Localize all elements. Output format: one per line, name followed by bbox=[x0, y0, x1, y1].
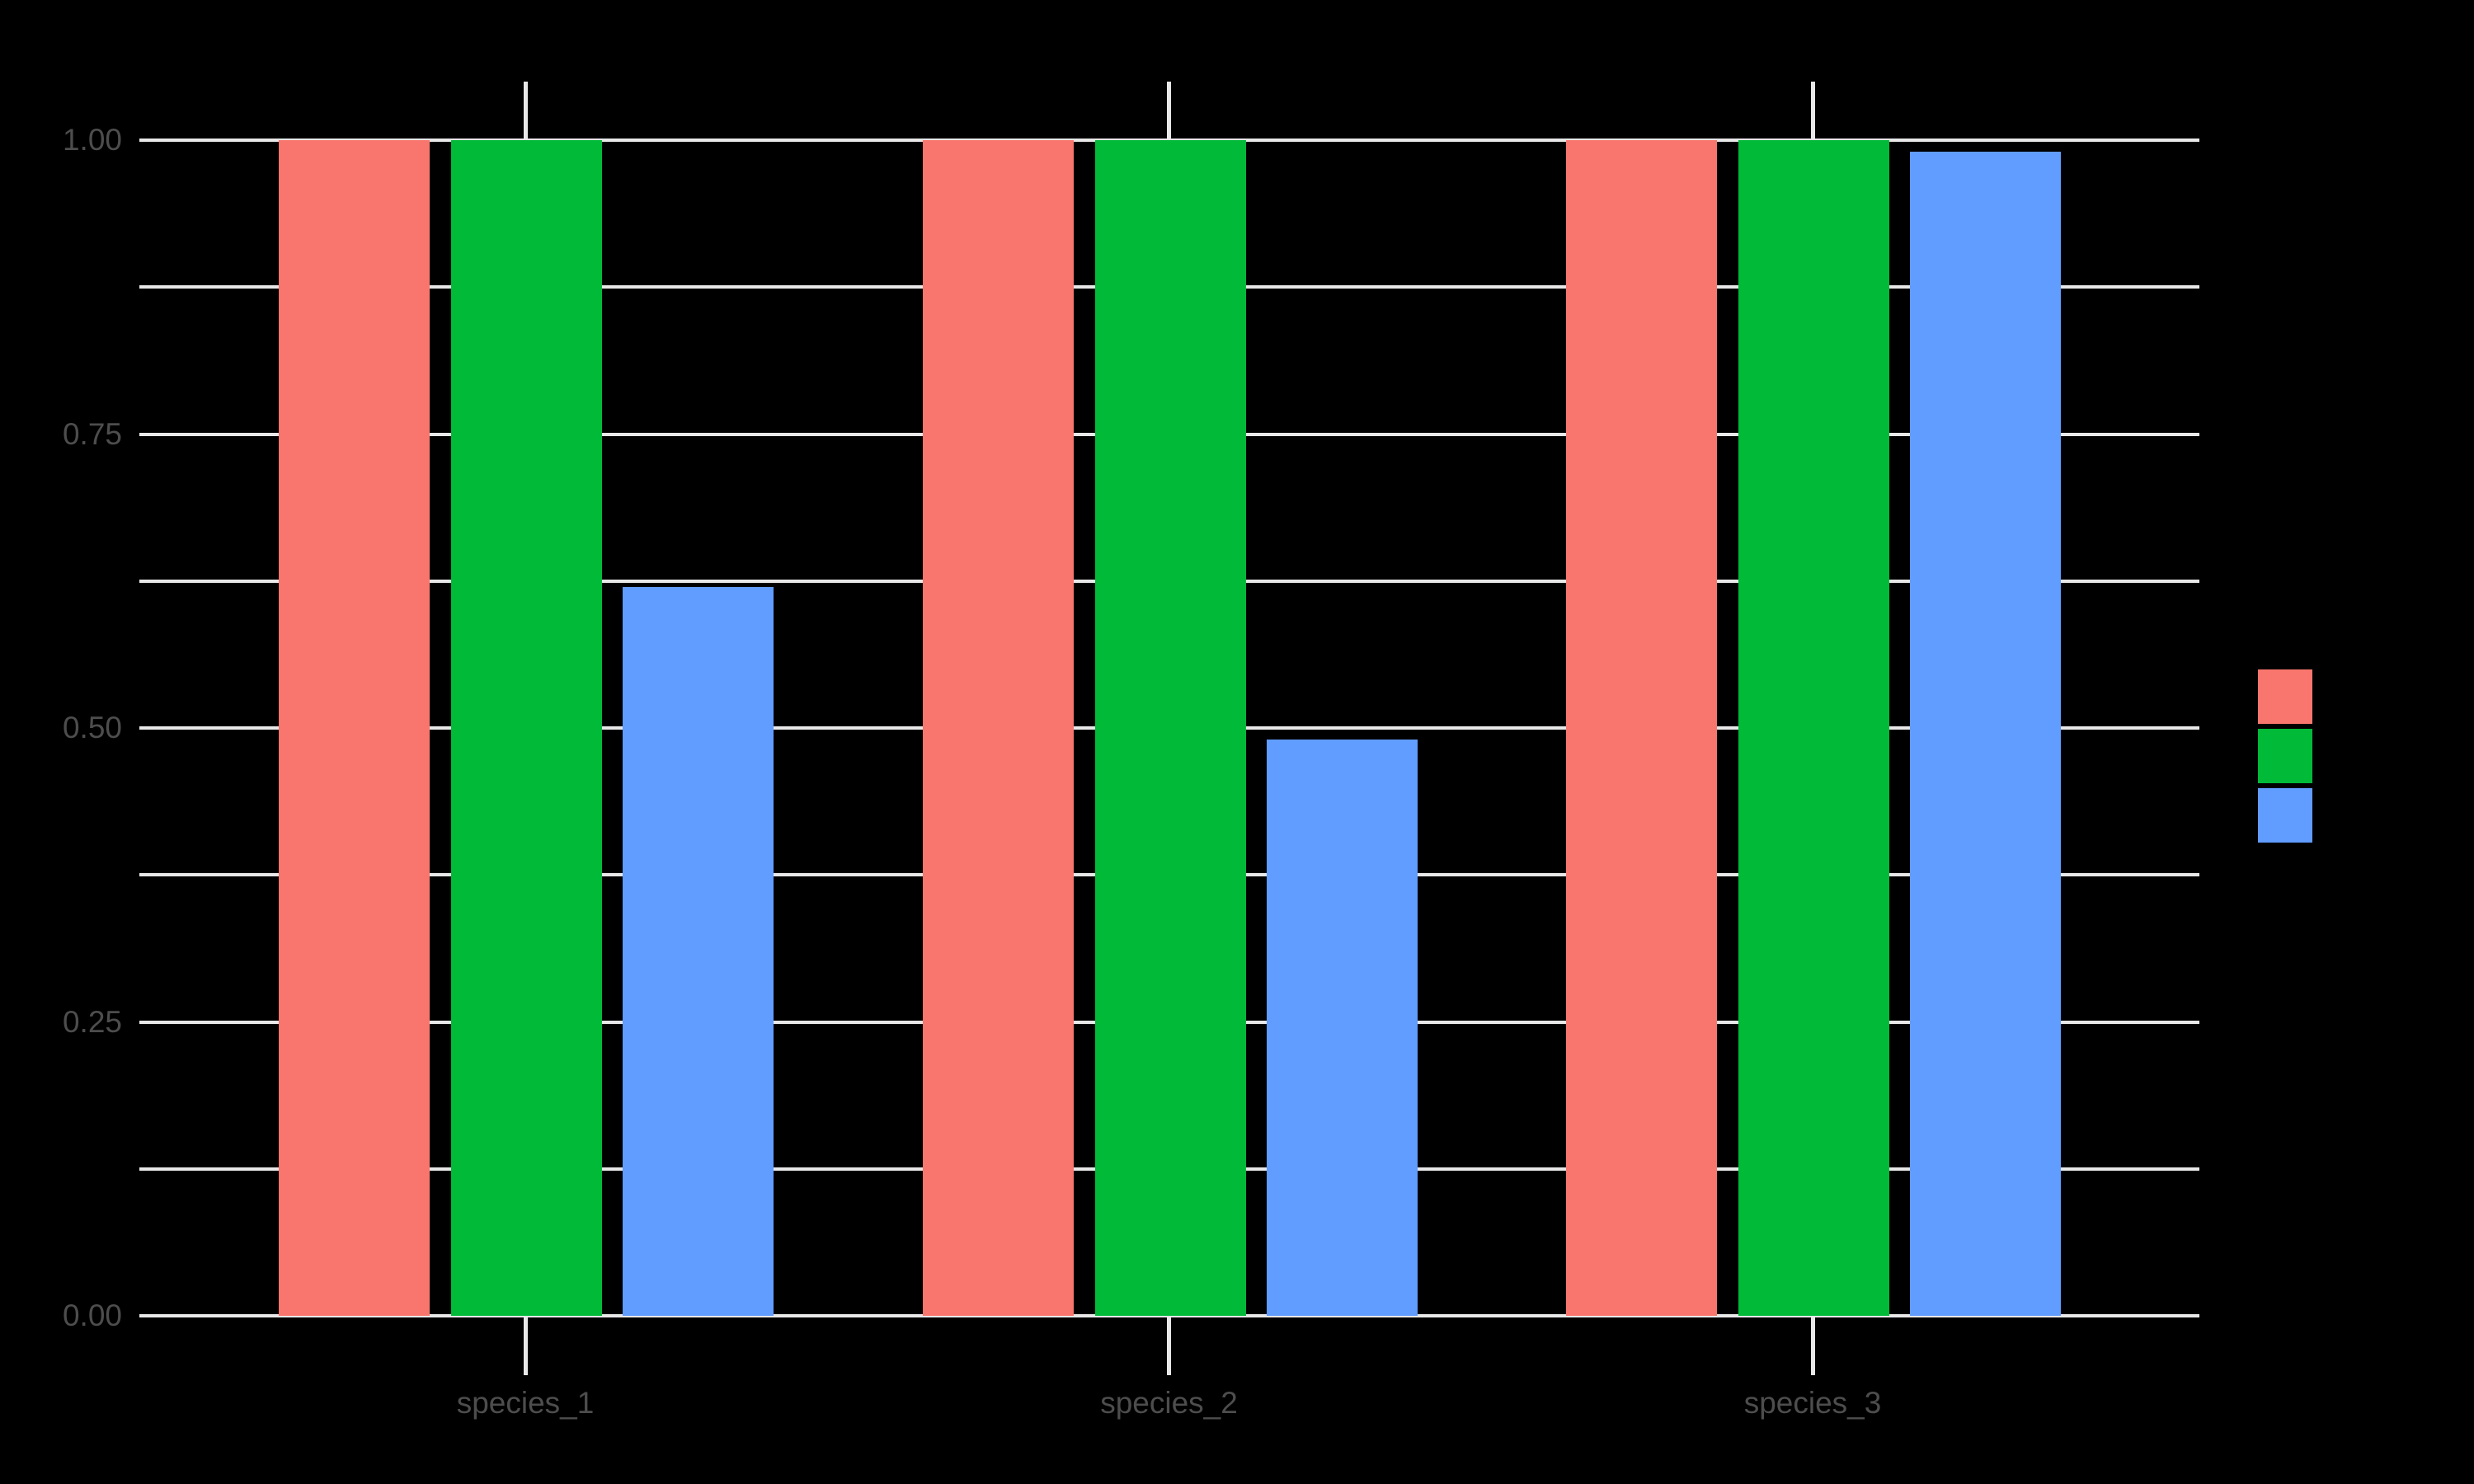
y-tick-label: 0.25 bbox=[62, 1004, 122, 1039]
x-tick-top bbox=[523, 82, 528, 142]
bar-green bbox=[451, 140, 602, 1316]
x-tick-bottom bbox=[1167, 1314, 1171, 1375]
x-tick-bottom bbox=[1810, 1314, 1815, 1375]
legend-key bbox=[2258, 788, 2312, 843]
y-tick-label: 0.75 bbox=[62, 416, 122, 451]
y-tick-label: 0.50 bbox=[62, 711, 122, 744]
x-category-label: species_3 bbox=[1743, 1386, 1882, 1420]
y-tick-label: 0.00 bbox=[62, 1298, 122, 1332]
x-category-label: species_2 bbox=[1100, 1386, 1238, 1420]
x-tick-top bbox=[1810, 82, 1815, 142]
bar-blue bbox=[1910, 152, 2061, 1316]
x-tick-bottom bbox=[523, 1314, 528, 1375]
bar-blue bbox=[623, 586, 774, 1316]
legend-key bbox=[2258, 669, 2312, 724]
bar-red bbox=[279, 140, 430, 1316]
bar-blue bbox=[1266, 740, 1418, 1316]
x-tick-top bbox=[1167, 82, 1171, 142]
bar-red bbox=[1566, 140, 1717, 1316]
legend-key bbox=[2258, 729, 2312, 783]
x-category-label: species_1 bbox=[456, 1386, 595, 1420]
bar-green bbox=[1094, 140, 1246, 1316]
y-tick-label: 1.00 bbox=[62, 123, 122, 157]
bar-green bbox=[1738, 140, 1889, 1316]
bar-red bbox=[922, 140, 1074, 1316]
